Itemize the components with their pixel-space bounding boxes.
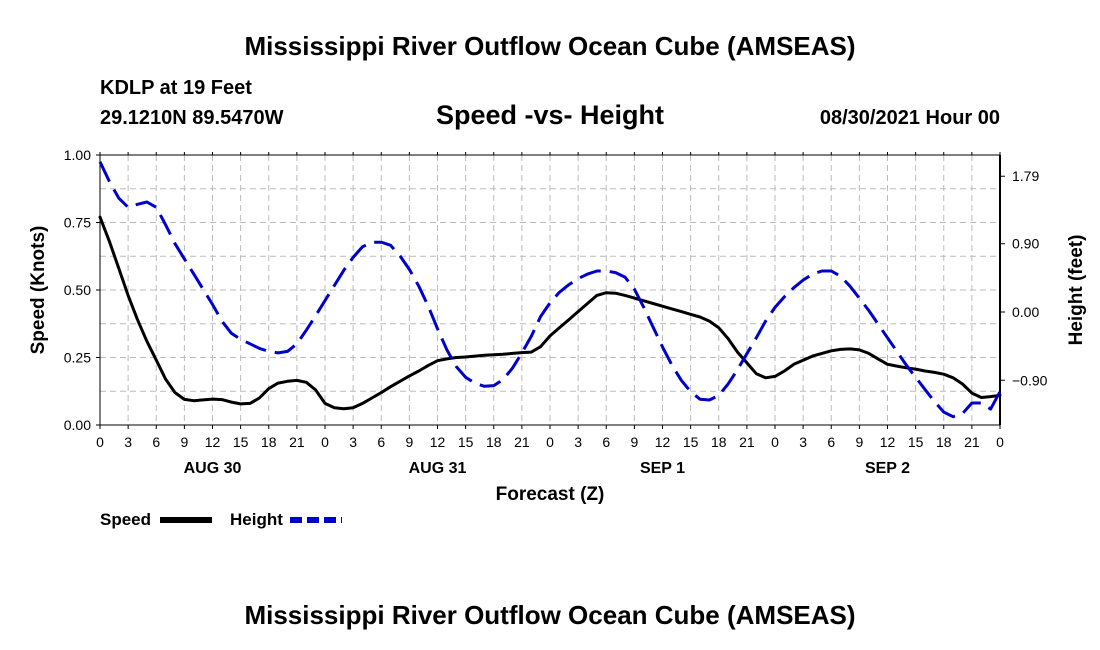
y-axis-title: Speed (Knots)	[28, 226, 49, 355]
day-label: AUG 31	[409, 460, 467, 477]
legend: Speed Height	[100, 510, 342, 529]
y-tick-label: 0.25	[64, 350, 91, 366]
x-tick-label: 15	[458, 434, 474, 450]
footer-title: Mississippi River Outflow Ocean Cube (AM…	[244, 600, 855, 630]
station-coordinates: 29.1210N 89.5470W	[100, 107, 284, 129]
x-tick-label: 18	[711, 434, 727, 450]
x-tick-label: 9	[180, 434, 188, 450]
legend-speed-label: Speed	[100, 510, 151, 529]
x-tick-label: 15	[233, 434, 249, 450]
y2-tick-label: 1.79	[1012, 168, 1039, 184]
x-tick-label: 18	[486, 434, 502, 450]
x-tick-label: 6	[152, 434, 160, 450]
legend-height-label: Height	[230, 510, 283, 529]
x-tick-label: 0	[771, 434, 779, 450]
x-tick-label: 6	[827, 434, 835, 450]
series-line-speed	[98, 215, 1002, 411]
x-tick-label: 12	[880, 434, 896, 450]
day-label: SEP 2	[865, 460, 910, 477]
chart-subtitle: Speed -vs- Height	[436, 100, 664, 130]
station-label: KDLP at 19 Feet	[100, 77, 252, 99]
y-tick-label: 1.00	[64, 147, 91, 163]
y2-tick-label: 0.00	[1012, 304, 1039, 320]
x-tick-label: 18	[261, 434, 277, 450]
chart-title: Mississippi River Outflow Ocean Cube (AM…	[244, 31, 855, 61]
x-tick-label: 0	[996, 434, 1004, 450]
y2-axis-title: Height (feet)	[1066, 235, 1087, 346]
x-tick-label: 9	[405, 434, 413, 450]
x-tick-label: 12	[655, 434, 671, 450]
x-axis-title: Forecast (Z)	[496, 484, 605, 505]
x-tick-label: 21	[289, 434, 305, 450]
x-tick-label: 6	[377, 434, 385, 450]
y2-axis-ticks: 1.79 0.90 0.00 −0.90	[1000, 168, 1048, 388]
x-axis-ticks: 0 3 6 9 12 15 18 21 0 3 6 9 12 15 18 21 0 3 6 9 12 15 18 21 0 3 6 9…	[96, 152, 1004, 477]
x-tick-label: 0	[546, 434, 554, 450]
x-tick-label: 0	[321, 434, 329, 450]
y-tick-label: 0.75	[64, 215, 91, 231]
x-tick-label: 0	[96, 434, 104, 450]
x-tick-label: 3	[574, 434, 582, 450]
x-tick-label: 12	[205, 434, 221, 450]
x-tick-label: 9	[855, 434, 863, 450]
y-axis-ticks: 0.00 0.25 0.50 0.75 1.00	[64, 147, 100, 433]
day-label: SEP 1	[640, 460, 685, 477]
x-tick-label: 3	[124, 434, 132, 450]
grid	[100, 155, 1000, 425]
x-tick-label: 3	[349, 434, 357, 450]
x-tick-label: 3	[799, 434, 807, 450]
x-tick-label: 21	[964, 434, 980, 450]
x-tick-label: 12	[430, 434, 446, 450]
x-tick-label: 21	[514, 434, 530, 450]
x-tick-label: 6	[602, 434, 610, 450]
y-tick-label: 0.00	[64, 417, 91, 433]
x-tick-label: 18	[936, 434, 952, 450]
series-line-height	[98, 161, 1002, 419]
x-tick-label: 9	[630, 434, 638, 450]
day-label: AUG 30	[184, 460, 242, 477]
y2-tick-label: −0.90	[1012, 372, 1048, 388]
x-tick-label: 15	[683, 434, 699, 450]
y2-tick-label: 0.90	[1012, 236, 1039, 252]
series	[98, 161, 1002, 419]
y-tick-label: 0.50	[64, 282, 91, 298]
x-tick-label: 15	[908, 434, 924, 450]
x-tick-label: 21	[739, 434, 755, 450]
forecast-datetime: 08/30/2021 Hour 00	[820, 107, 1000, 129]
